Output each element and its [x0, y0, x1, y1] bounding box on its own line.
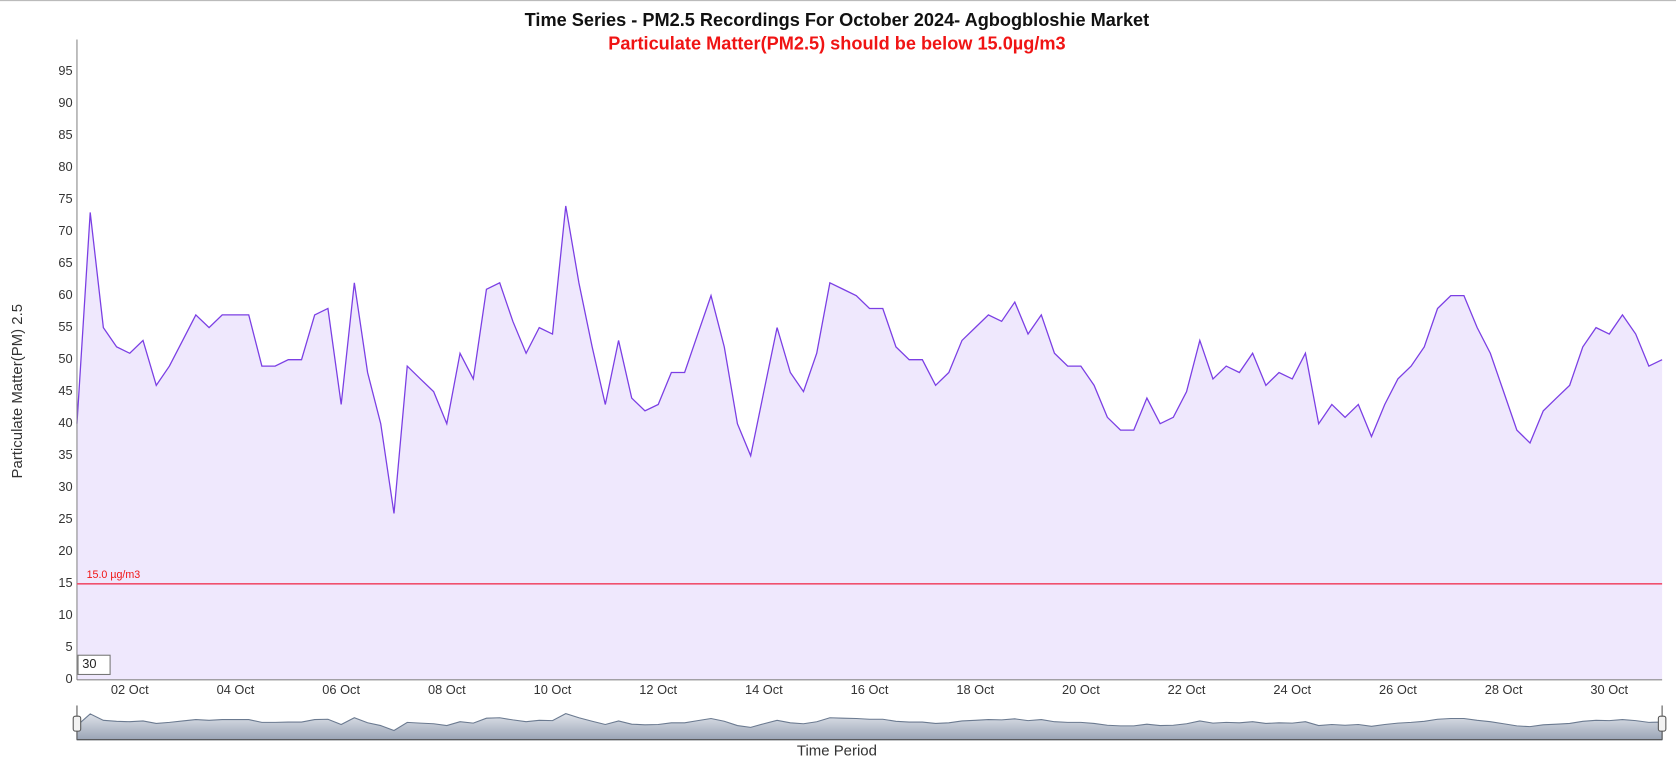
y-tick-label: 70 — [58, 223, 72, 238]
y-tick-label: 20 — [58, 543, 72, 558]
x-tick-label: 10 Oct — [534, 682, 572, 697]
x-tick-label: 06 Oct — [322, 682, 360, 697]
y-tick-label: 80 — [58, 159, 72, 174]
y-tick-label: 55 — [58, 319, 72, 334]
y-tick-label: 35 — [58, 447, 72, 462]
x-tick-label: 30 Oct — [1590, 682, 1628, 697]
x-tick-label: 26 Oct — [1379, 682, 1417, 697]
y-axis-label: Particulate Matter(PM) 2.5 — [9, 304, 26, 479]
y-tick-label: 50 — [58, 351, 72, 366]
navigator-area — [76, 713, 1663, 741]
x-tick-label: 18 Oct — [956, 682, 994, 697]
zoom-input-value: 30 — [82, 656, 96, 671]
chart-subtitle: Particulate Matter(PM2.5) should be belo… — [608, 34, 1065, 54]
y-tick-label: 15 — [58, 575, 72, 590]
x-tick-label: 12 Oct — [639, 682, 677, 697]
y-tick-label: 90 — [58, 95, 72, 110]
y-tick-label: 60 — [58, 287, 72, 302]
y-tick-label: 25 — [58, 511, 72, 526]
y-tick-label: 65 — [58, 255, 72, 270]
y-tick-label: 0 — [66, 671, 73, 686]
x-tick-label: 16 Oct — [851, 682, 889, 697]
data-line — [76, 205, 1663, 514]
y-tick-label: 40 — [58, 415, 72, 430]
x-tick-label: 02 Oct — [111, 682, 149, 697]
x-tick-label: 20 Oct — [1062, 682, 1100, 697]
threshold-label: 15.0 µg/m3 — [87, 569, 141, 581]
y-tick-label: 10 — [58, 607, 72, 622]
y-tick-label: 95 — [58, 63, 72, 78]
area-fill — [76, 205, 1663, 680]
y-tick-label: 85 — [58, 127, 72, 142]
navigator-handle[interactable] — [1657, 715, 1667, 732]
chart-title: Time Series - PM2.5 Recordings For Octob… — [525, 10, 1150, 30]
x-tick-label: 14 Oct — [745, 682, 783, 697]
x-tick-label: 22 Oct — [1168, 682, 1206, 697]
navigator-handle[interactable] — [72, 715, 82, 732]
x-axis-label: Time Period — [797, 742, 877, 759]
x-tick-label: 08 Oct — [428, 682, 466, 697]
y-tick-label: 45 — [58, 383, 72, 398]
x-tick-label: 24 Oct — [1273, 682, 1311, 697]
zoom-input[interactable] — [77, 654, 111, 676]
y-tick-label: 5 — [66, 639, 73, 654]
y-tick-label: 75 — [58, 191, 72, 206]
y-tick-label: 30 — [58, 479, 72, 494]
x-tick-label: 04 Oct — [217, 682, 255, 697]
x-tick-label: 28 Oct — [1485, 682, 1523, 697]
